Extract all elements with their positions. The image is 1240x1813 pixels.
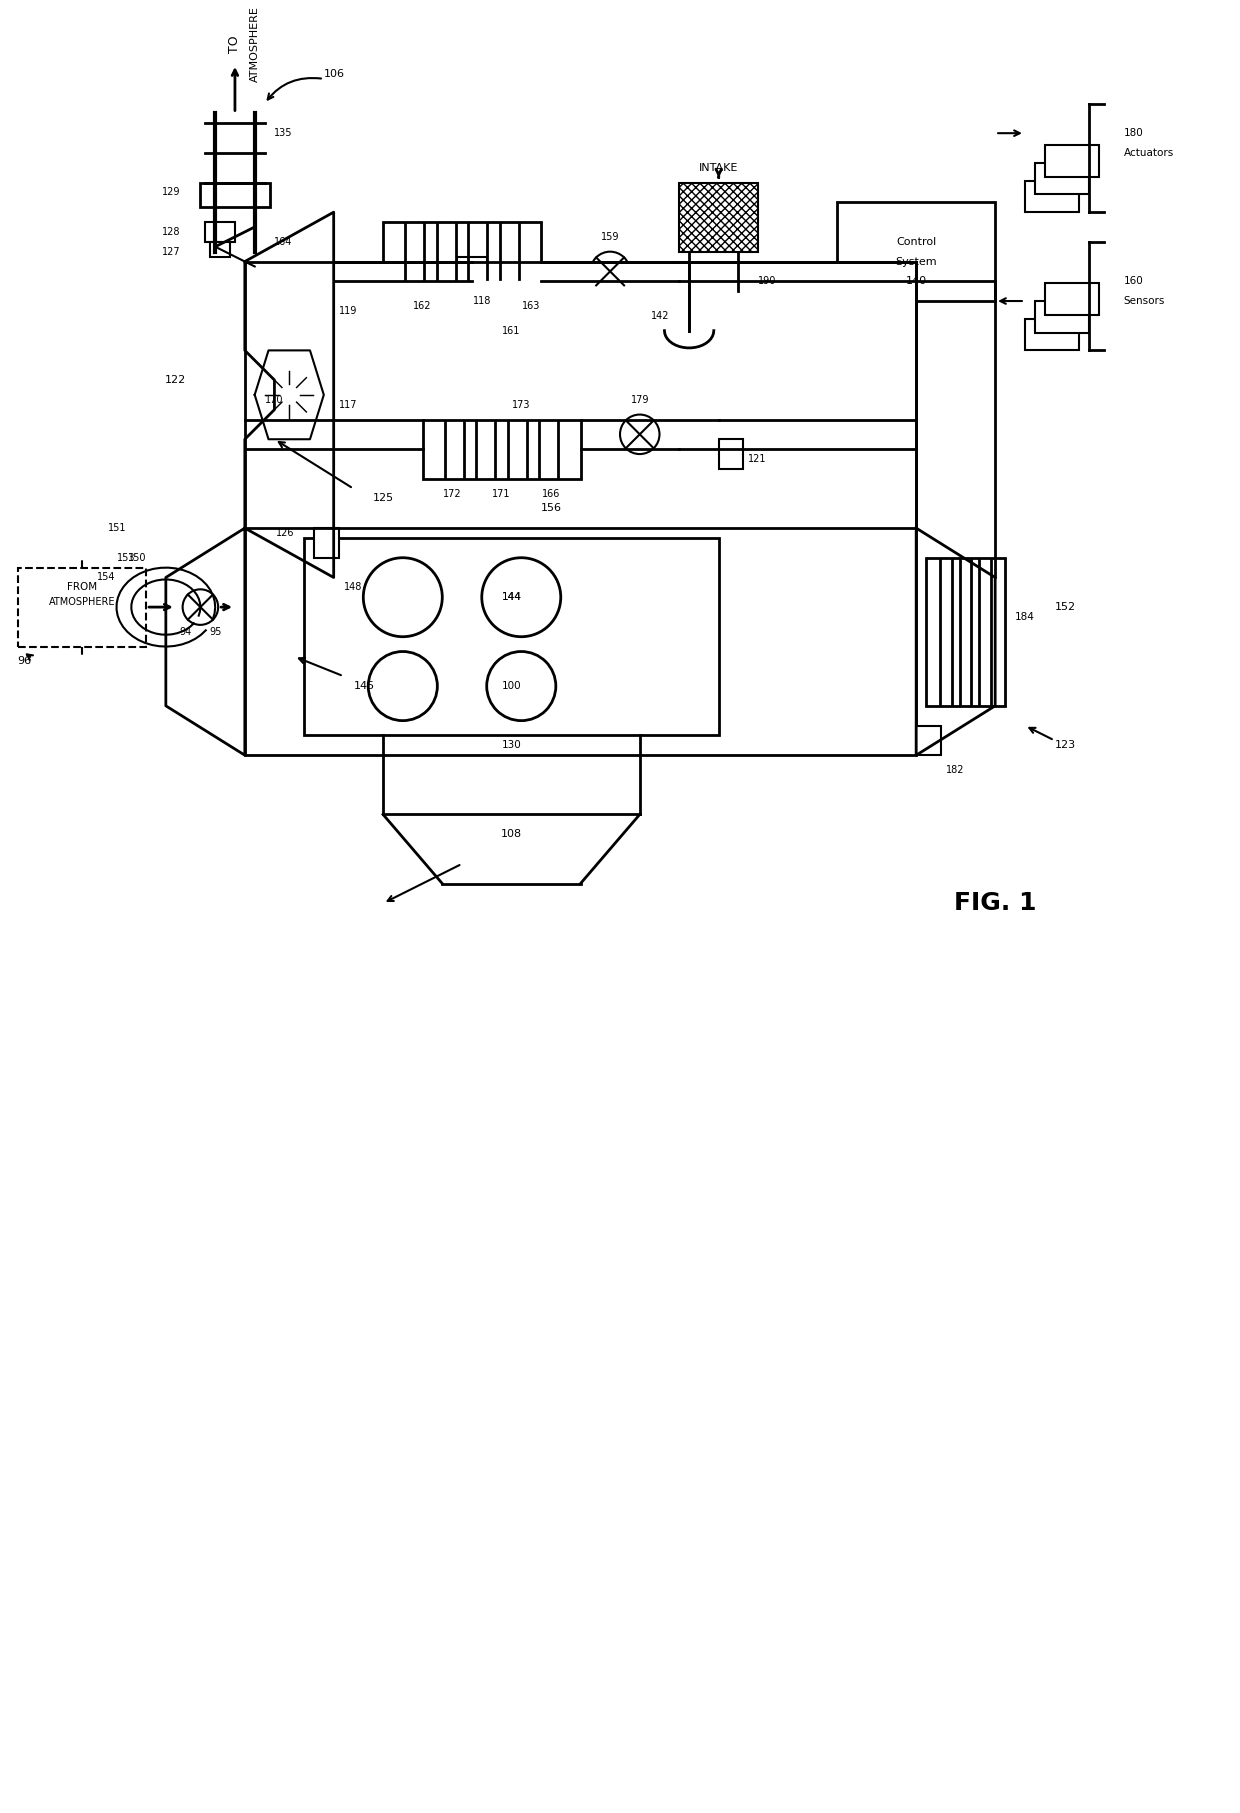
Bar	[458, 257, 487, 292]
Text: 144: 144	[501, 593, 521, 602]
Bar	[17, 567, 146, 647]
Text: 125: 125	[373, 493, 394, 504]
Bar	[244, 261, 916, 756]
Text: 128: 128	[162, 227, 181, 238]
Text: 129: 129	[162, 187, 181, 198]
Text: 171: 171	[492, 488, 511, 499]
Bar	[304, 395, 329, 415]
Text: 144: 144	[501, 593, 521, 602]
Text: TO: TO	[228, 36, 242, 53]
Text: 119: 119	[339, 306, 357, 315]
Text: FIG. 1: FIG. 1	[954, 892, 1037, 916]
Text: 172: 172	[443, 488, 461, 499]
Bar	[304, 538, 719, 736]
Text: 130: 130	[501, 740, 521, 751]
Text: INTAKE: INTAKE	[699, 163, 738, 172]
Text: FROM: FROM	[67, 582, 97, 593]
Text: 150: 150	[128, 553, 146, 562]
Bar	[423, 419, 580, 479]
Text: 106: 106	[324, 69, 345, 80]
Bar	[719, 439, 744, 470]
Text: Control: Control	[897, 238, 936, 247]
Text: 161: 161	[501, 326, 520, 335]
Text: 170: 170	[265, 395, 284, 404]
Text: 122: 122	[165, 375, 186, 384]
Text: 173: 173	[512, 399, 531, 410]
Text: 180: 180	[1123, 129, 1143, 138]
Text: 145: 145	[353, 682, 374, 691]
Text: 118: 118	[472, 296, 491, 306]
Bar	[916, 725, 941, 756]
Text: ATMOSPHERE: ATMOSPHERE	[48, 596, 115, 607]
Text: 152: 152	[1054, 602, 1075, 613]
Text: Actuators: Actuators	[1123, 149, 1174, 158]
Text: 166: 166	[542, 488, 560, 499]
Bar	[299, 301, 324, 321]
Text: 127: 127	[162, 247, 181, 257]
Text: 190: 190	[758, 276, 776, 286]
Bar	[206, 221, 234, 241]
Bar	[680, 183, 758, 252]
Text: 121: 121	[749, 453, 766, 464]
Text: 153: 153	[117, 553, 135, 562]
Bar	[201, 183, 269, 207]
Text: 160: 160	[1123, 276, 1143, 286]
Text: 148: 148	[345, 582, 362, 593]
Text: 95: 95	[210, 627, 222, 636]
Bar	[1034, 163, 1089, 194]
Text: 96: 96	[17, 656, 32, 667]
Text: 182: 182	[946, 765, 965, 774]
Text: 154: 154	[98, 573, 115, 582]
Bar	[1024, 319, 1079, 350]
Text: 164: 164	[274, 238, 293, 247]
Bar	[1044, 283, 1099, 315]
Text: 126: 126	[275, 528, 294, 538]
Text: ATMOSPHERE: ATMOSPHERE	[249, 7, 259, 82]
Text: 117: 117	[339, 399, 357, 410]
Bar	[1024, 181, 1079, 212]
Text: Sensors: Sensors	[1123, 296, 1164, 306]
Text: 100: 100	[502, 682, 521, 691]
Text: 162: 162	[413, 301, 432, 312]
Text: 140: 140	[905, 276, 926, 286]
Bar	[926, 558, 1006, 705]
Text: 142: 142	[651, 310, 670, 321]
Text: System: System	[895, 256, 937, 267]
Bar	[383, 221, 541, 281]
Text: 123: 123	[1054, 740, 1075, 751]
Bar	[314, 528, 339, 558]
Bar	[211, 241, 229, 257]
Text: 151: 151	[108, 524, 126, 533]
Bar	[837, 203, 996, 301]
Text: 184: 184	[1014, 613, 1035, 622]
Text: 135: 135	[274, 129, 293, 138]
Text: 159: 159	[601, 232, 619, 241]
Text: 156: 156	[541, 504, 562, 513]
Text: 179: 179	[630, 395, 649, 404]
Text: 94: 94	[180, 627, 192, 636]
Bar	[1034, 301, 1089, 332]
Text: 163: 163	[522, 301, 541, 312]
Text: 108: 108	[501, 829, 522, 839]
Bar	[1044, 145, 1099, 176]
